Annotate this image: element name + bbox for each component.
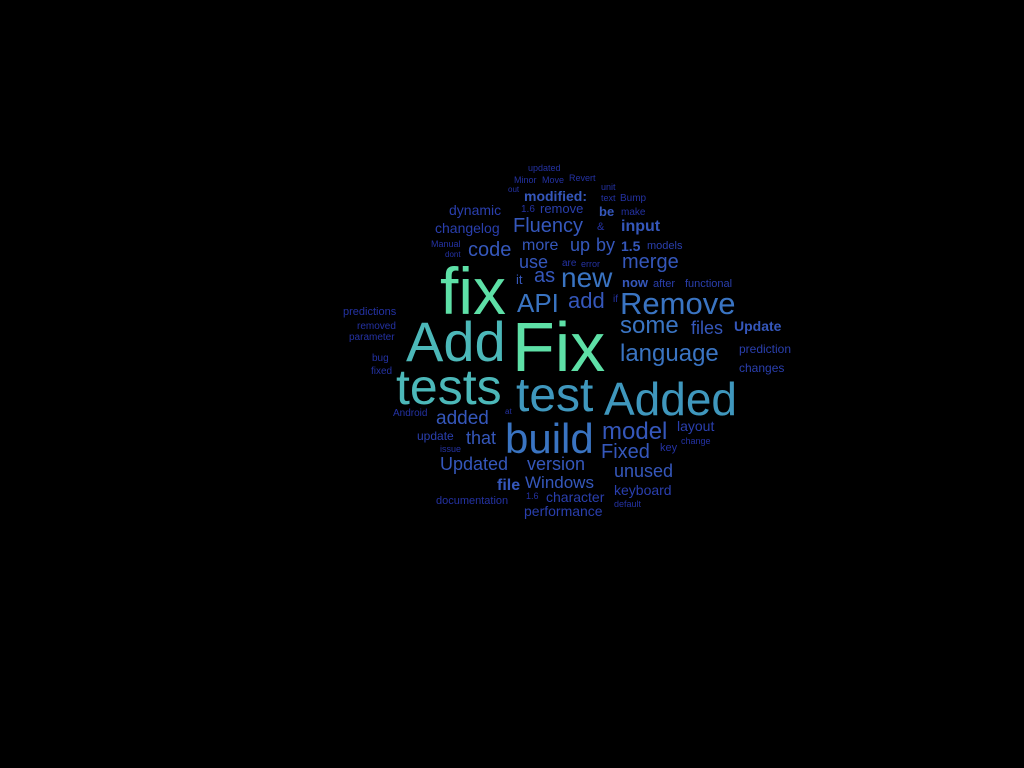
word-modified: modified:: [524, 188, 587, 204]
word-added-large: Added: [604, 373, 738, 425]
word-if: if: [613, 294, 618, 305]
word-functional: functional: [685, 278, 733, 290]
word-use: use: [519, 252, 549, 272]
word-update-lower: update: [417, 429, 454, 443]
word-documentation: documentation: [436, 495, 509, 507]
word-version: version: [527, 454, 586, 474]
word-add-lower: add: [568, 288, 605, 313]
word-tests: tests: [396, 359, 502, 415]
word-bug: bug: [372, 353, 389, 364]
word-make: make: [621, 207, 646, 218]
word-move: Move: [542, 175, 565, 185]
word-code: code: [468, 239, 512, 261]
word-updated-cap: Updated: [440, 454, 509, 474]
word-new: new: [561, 262, 613, 293]
word-change: change: [681, 436, 711, 446]
word-keyboard: keyboard: [614, 482, 672, 498]
word-some: some: [620, 312, 679, 339]
word-unit: unit: [601, 182, 616, 192]
word-layout: layout: [677, 418, 715, 434]
word-issue: issue: [440, 444, 462, 454]
word-bump: Bump: [620, 193, 647, 204]
word-build: build: [505, 415, 594, 462]
word-default: default: [614, 499, 642, 509]
word-remove-lower: remove: [540, 201, 584, 216]
word-windows: Windows: [525, 473, 594, 492]
word-are: are: [562, 258, 577, 269]
word-input: input: [621, 218, 661, 235]
word-now: now: [622, 275, 648, 290]
word-test: test: [516, 369, 594, 422]
word-predictions: predictions: [343, 306, 397, 318]
word-models: models: [647, 240, 683, 252]
word-fix-lower: fix: [440, 254, 506, 328]
word-prediction: prediction: [739, 342, 792, 356]
word-fix-large: Fix: [512, 308, 606, 386]
word-fluency: Fluency: [513, 215, 584, 237]
word-parameter: parameter: [349, 332, 395, 343]
word-at: at: [505, 407, 512, 416]
word-error: error: [581, 259, 601, 269]
word-unused: unused: [614, 461, 674, 481]
word-added-lower: added: [436, 408, 489, 429]
word-changelog: changelog: [435, 220, 500, 236]
word-up: up: [570, 235, 591, 255]
word-version-1-6-top: 1.6: [521, 204, 535, 215]
word-fixed-cap: Fixed: [601, 441, 650, 463]
word-manual: Manual: [431, 239, 461, 249]
word-version-1-6-bottom: 1.6: [526, 491, 539, 501]
word-by: by: [596, 235, 616, 255]
word-removed: removed: [357, 321, 396, 332]
word-version-1-5: 1.5: [621, 238, 641, 254]
word-language: language: [620, 340, 719, 367]
word-dynamic: dynamic: [449, 202, 502, 218]
word-model: model: [602, 418, 668, 445]
word-out: out: [508, 185, 520, 194]
word-android: Android: [393, 408, 428, 419]
word-updated-lower: updated: [528, 163, 561, 173]
word-ampersand: &: [597, 221, 605, 233]
word-more: more: [522, 237, 559, 254]
word-be: be: [599, 204, 615, 219]
word-remove-cap: Remove: [620, 286, 736, 321]
word-files: files: [691, 318, 724, 338]
word-after: after: [653, 278, 676, 290]
word-text: text: [601, 193, 616, 203]
word-performance: performance: [524, 503, 603, 519]
word-fixed-lower: fixed: [371, 366, 393, 377]
word-that: that: [466, 428, 497, 448]
word-key: key: [660, 442, 678, 454]
word-character: character: [546, 489, 605, 505]
word-merge: merge: [622, 251, 679, 273]
word-changes: changes: [739, 361, 785, 375]
word-add: Add: [406, 310, 506, 373]
word-api: API: [517, 288, 559, 318]
word-revert: Revert: [569, 173, 596, 183]
word-update-cap: Update: [734, 318, 782, 334]
word-it: it: [516, 272, 523, 287]
word-as: as: [534, 265, 556, 287]
word-minor: Minor: [514, 175, 537, 185]
word-dont: dont: [445, 250, 461, 259]
word-file: file: [497, 477, 521, 494]
